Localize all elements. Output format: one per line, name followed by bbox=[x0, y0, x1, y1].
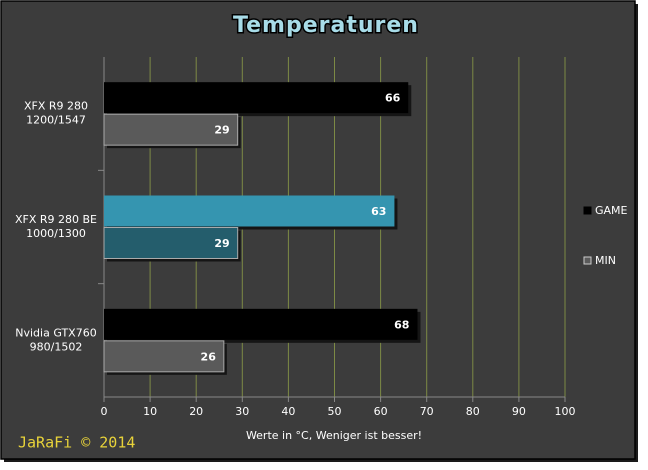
legend-label: GAME bbox=[595, 204, 628, 217]
value-label: 26 bbox=[201, 350, 217, 363]
legend-swatch bbox=[583, 206, 592, 215]
x-tick-label: 10 bbox=[143, 405, 157, 418]
watermark: JaRaFi © 2014 bbox=[18, 434, 135, 452]
x-tick-label: 70 bbox=[420, 405, 434, 418]
y-tick-label: XFX R9 280 BE bbox=[15, 213, 97, 226]
chart-title: Temperaturen bbox=[233, 13, 419, 38]
y-tick-label: 1200/1547 bbox=[26, 114, 86, 127]
bar bbox=[103, 340, 225, 373]
x-tick-label: 60 bbox=[374, 405, 388, 418]
x-axis-label: Werte in °C, Weniger ist besser! bbox=[246, 429, 422, 442]
x-tick-label: 100 bbox=[555, 405, 576, 418]
x-tick-label: 30 bbox=[235, 405, 249, 418]
legend-swatch bbox=[583, 256, 592, 265]
value-label: 29 bbox=[214, 237, 229, 250]
x-tick-label: 80 bbox=[466, 405, 480, 418]
bar bbox=[104, 195, 395, 227]
value-label: 66 bbox=[385, 92, 401, 105]
legend-label: MIN bbox=[595, 254, 616, 267]
value-label: 68 bbox=[394, 318, 409, 331]
value-label: 29 bbox=[214, 124, 229, 137]
bar bbox=[104, 308, 418, 340]
bar bbox=[103, 227, 239, 259]
x-tick-label: 90 bbox=[512, 405, 526, 418]
x-tick-label: 0 bbox=[101, 405, 108, 418]
y-tick-label: XFX R9 280 bbox=[24, 100, 88, 113]
x-tick-label: 50 bbox=[328, 405, 342, 418]
value-label: 63 bbox=[371, 205, 386, 218]
bar bbox=[104, 82, 409, 114]
bar bbox=[103, 113, 239, 146]
y-tick-label: 980/1502 bbox=[30, 340, 83, 353]
y-tick-label: Nvidia GTX760 bbox=[15, 326, 96, 339]
x-tick-label: 20 bbox=[189, 405, 203, 418]
y-tick-label: 1000/1300 bbox=[26, 227, 86, 240]
x-tick-label: 40 bbox=[281, 405, 295, 418]
chart-background bbox=[0, 0, 636, 460]
